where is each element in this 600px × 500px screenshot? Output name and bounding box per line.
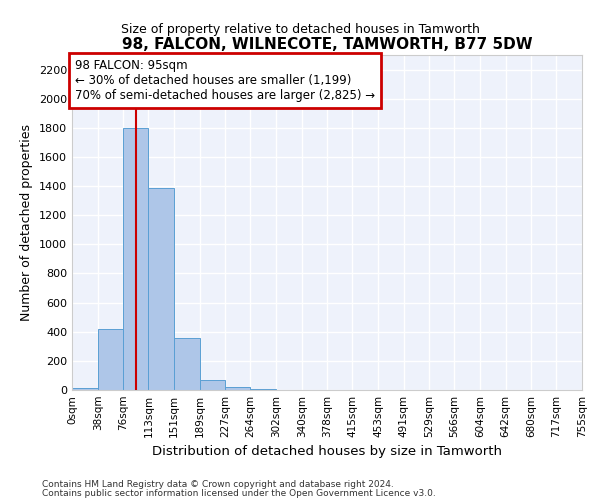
Bar <box>200 380 226 390</box>
Bar <box>250 389 276 390</box>
Text: Size of property relative to detached houses in Tamworth: Size of property relative to detached ho… <box>121 22 479 36</box>
Y-axis label: Number of detached properties: Number of detached properties <box>20 124 34 321</box>
Bar <box>72 388 98 390</box>
Text: Contains public sector information licensed under the Open Government Licence v3: Contains public sector information licen… <box>42 488 436 498</box>
Bar <box>226 387 250 390</box>
Text: 98 FALCON: 95sqm
← 30% of detached houses are smaller (1,199)
70% of semi-detach: 98 FALCON: 95sqm ← 30% of detached house… <box>76 60 376 102</box>
Bar <box>124 128 148 390</box>
Bar <box>148 188 174 390</box>
Bar <box>98 329 124 390</box>
Text: Contains HM Land Registry data © Crown copyright and database right 2024.: Contains HM Land Registry data © Crown c… <box>42 480 394 489</box>
Bar <box>174 338 200 390</box>
X-axis label: Distribution of detached houses by size in Tamworth: Distribution of detached houses by size … <box>152 446 502 458</box>
Title: 98, FALCON, WILNECOTE, TAMWORTH, B77 5DW: 98, FALCON, WILNECOTE, TAMWORTH, B77 5DW <box>122 38 532 52</box>
